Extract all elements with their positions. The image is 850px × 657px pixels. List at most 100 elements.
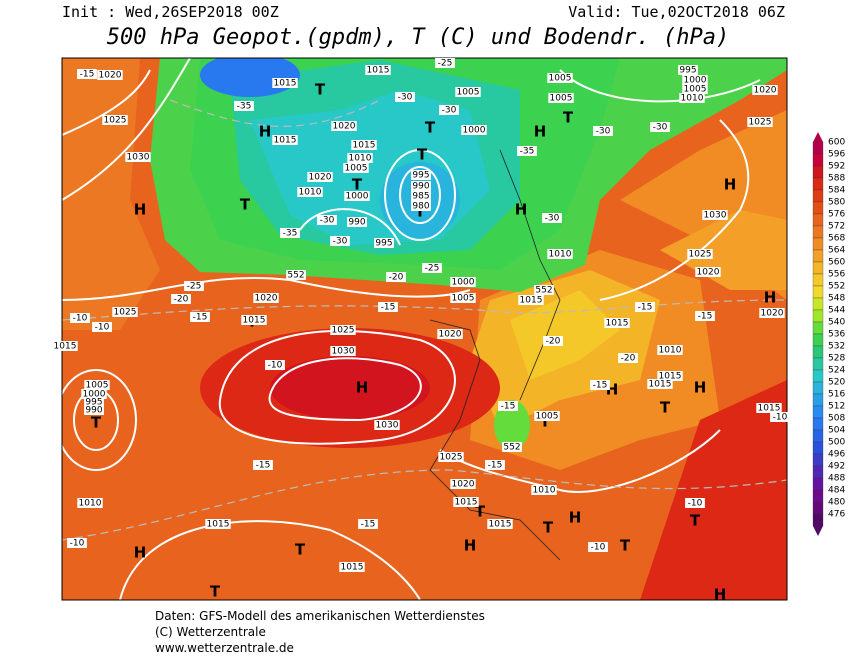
label-box (695, 267, 721, 277)
label-box (588, 542, 608, 552)
init-time: Init : Wed,26SEP2018 00Z (62, 3, 279, 21)
contour-label: 985 (412, 192, 429, 202)
contour-label: 1010 (349, 154, 372, 164)
label-box (502, 442, 522, 452)
contour-label: 1015 (341, 563, 364, 573)
label-box (593, 126, 613, 136)
pressure-center: H (534, 123, 547, 141)
label-box (747, 117, 773, 127)
label-box (678, 65, 698, 75)
label-box (297, 187, 323, 197)
colorbar-label: 496 (828, 450, 845, 460)
label-box (695, 311, 715, 321)
colorbar-label: 592 (828, 162, 845, 172)
label-box (92, 322, 112, 332)
label-box (756, 403, 782, 413)
label-box (190, 312, 210, 322)
label-box (657, 345, 683, 355)
label-box (97, 70, 123, 80)
colorbar-swatch (812, 345, 824, 359)
map-title: 500 hPa Geopot.(gpdm), T (C) und Bodendr… (107, 25, 730, 50)
label-box (531, 485, 557, 495)
label-box (81, 389, 107, 399)
label-box (487, 519, 513, 529)
pressure-center: H (694, 379, 707, 397)
contour-label: -20 (174, 295, 189, 305)
label-box (205, 519, 231, 529)
contour-label: 1020 (309, 173, 332, 183)
contour-label: 1030 (127, 153, 150, 163)
contour-label: -15 (381, 303, 396, 313)
pressure-center: H (464, 537, 477, 555)
map-labels: HHHHHHHHHHHHHTTTTTTTTTTTTTTTTT1020101510… (52, 58, 790, 604)
colorbar-arrow (813, 526, 823, 536)
colorbar-label: 500 (828, 438, 845, 448)
label-box (344, 191, 370, 201)
map-area (62, 58, 787, 600)
pressure-center: H (134, 201, 147, 219)
label-box (365, 65, 391, 75)
pressure-center: T (425, 119, 436, 137)
contour-label: -20 (621, 354, 636, 364)
label-box (331, 121, 357, 131)
contour-label: 995 (375, 239, 392, 249)
contour-label: 1005 (536, 412, 559, 422)
colorbar-label: 516 (828, 390, 845, 400)
contour-label: -30 (398, 93, 413, 103)
contour-label: 995 (85, 398, 102, 408)
colorbar-swatch (812, 369, 824, 383)
contour-label: -10 (591, 543, 606, 553)
contour-label: 1015 (649, 380, 672, 390)
label-box (77, 69, 97, 79)
contour-label: -20 (546, 337, 561, 347)
pressure-center: T (352, 176, 363, 194)
contour-label: -15 (501, 402, 516, 412)
contour-label: 1015 (520, 296, 543, 306)
label-box (647, 379, 673, 389)
label-box (542, 213, 562, 223)
label-box (52, 341, 78, 351)
contour-label: 1010 (681, 94, 704, 104)
contour-label: 990 (85, 406, 102, 416)
contour-label: -10 (70, 539, 85, 549)
label-box (411, 181, 431, 191)
contour-label: 1015 (54, 342, 77, 352)
label-box (604, 318, 630, 328)
contour-label: 1025 (114, 308, 137, 318)
contour-label: -30 (442, 106, 457, 116)
label-box (618, 353, 638, 363)
contour-label: 1005 (550, 94, 573, 104)
contour-label: 1020 (452, 480, 475, 490)
label-box (386, 272, 406, 282)
contour-label: -35 (283, 229, 298, 239)
label-box (265, 360, 285, 370)
contour-label: 1015 (367, 66, 390, 76)
pressure-center: H (724, 176, 737, 194)
pressure-center: T (690, 512, 701, 530)
colorbar-swatch (812, 489, 824, 503)
label-box (411, 170, 431, 180)
label-box (439, 105, 459, 115)
contour-label: -35 (520, 147, 535, 157)
contour-label: 1015 (243, 316, 266, 326)
label-box (548, 93, 574, 103)
label-box (330, 325, 356, 335)
contour-label: 980 (412, 202, 429, 212)
label-box (280, 228, 300, 238)
contour-label: 552 (503, 443, 520, 453)
label-box (347, 153, 373, 163)
colorbar-swatch (812, 297, 824, 311)
label-box (234, 101, 254, 111)
label-box (411, 201, 431, 211)
pressure-center: T (543, 519, 554, 537)
contour-label: -35 (237, 102, 252, 112)
label-box (84, 405, 104, 415)
colorbar-label: 492 (828, 462, 845, 472)
contour-label: 1000 (346, 192, 369, 202)
colorbar-label: 544 (828, 306, 845, 316)
label-box (112, 307, 138, 317)
label-box (498, 401, 518, 411)
pressure-center: T (295, 541, 306, 559)
colorbar-swatch (812, 201, 824, 215)
label-box (518, 295, 544, 305)
